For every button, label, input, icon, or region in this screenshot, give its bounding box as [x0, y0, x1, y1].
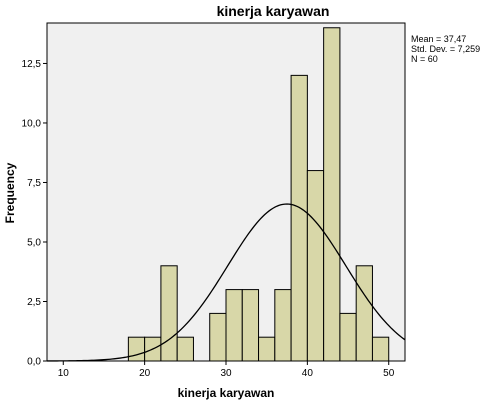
histogram-bar	[274, 289, 292, 362]
stats-n: N = 60	[411, 54, 438, 64]
x-tick-label: 10	[58, 368, 70, 379]
x-tick-label: 50	[383, 368, 395, 379]
y-tick-label: 10,0	[22, 118, 42, 129]
histogram-bar	[339, 312, 357, 362]
y-tick-label: 12,5	[22, 59, 42, 70]
stats-mean: Mean = 37,47	[411, 34, 466, 44]
stats-std-dev: Std. Dev. = 7,259	[411, 44, 480, 54]
axes: 10 20 30 40 50 0,0 2,5 5,0 7,5 10,0 12,5	[22, 23, 405, 379]
stats-box: Mean = 37,47 Std. Dev. = 7,259 N = 60	[411, 34, 480, 64]
histogram-bar	[355, 265, 373, 362]
y-tick-label: 0,0	[27, 357, 41, 368]
histogram-bar	[241, 289, 260, 362]
y-tick-label: 5,0	[27, 237, 41, 248]
chart-title: kinerja karyawan	[217, 3, 330, 19]
y-tick-label: 2,5	[27, 297, 41, 308]
histogram-bar	[258, 336, 276, 362]
x-tick-label: 40	[302, 368, 314, 379]
histogram-bar	[371, 336, 390, 362]
histogram-bars	[127, 27, 390, 362]
y-tick-label: 7,5	[27, 178, 41, 189]
histogram-bar	[323, 27, 341, 362]
histogram-bar	[127, 336, 146, 362]
histogram-bar	[225, 289, 243, 362]
x-tick-label: 20	[139, 368, 151, 379]
histogram-bar	[160, 265, 178, 362]
x-tick-label: 30	[220, 368, 232, 379]
histogram-bar	[306, 170, 325, 362]
normal-curve	[46, 203, 406, 362]
x-axis-label: kinerja karyawan	[178, 386, 275, 400]
histogram-bar	[290, 74, 308, 362]
y-axis-label: Frequency	[3, 162, 17, 223]
histogram-bar	[209, 312, 227, 362]
histogram-bar	[176, 336, 194, 362]
